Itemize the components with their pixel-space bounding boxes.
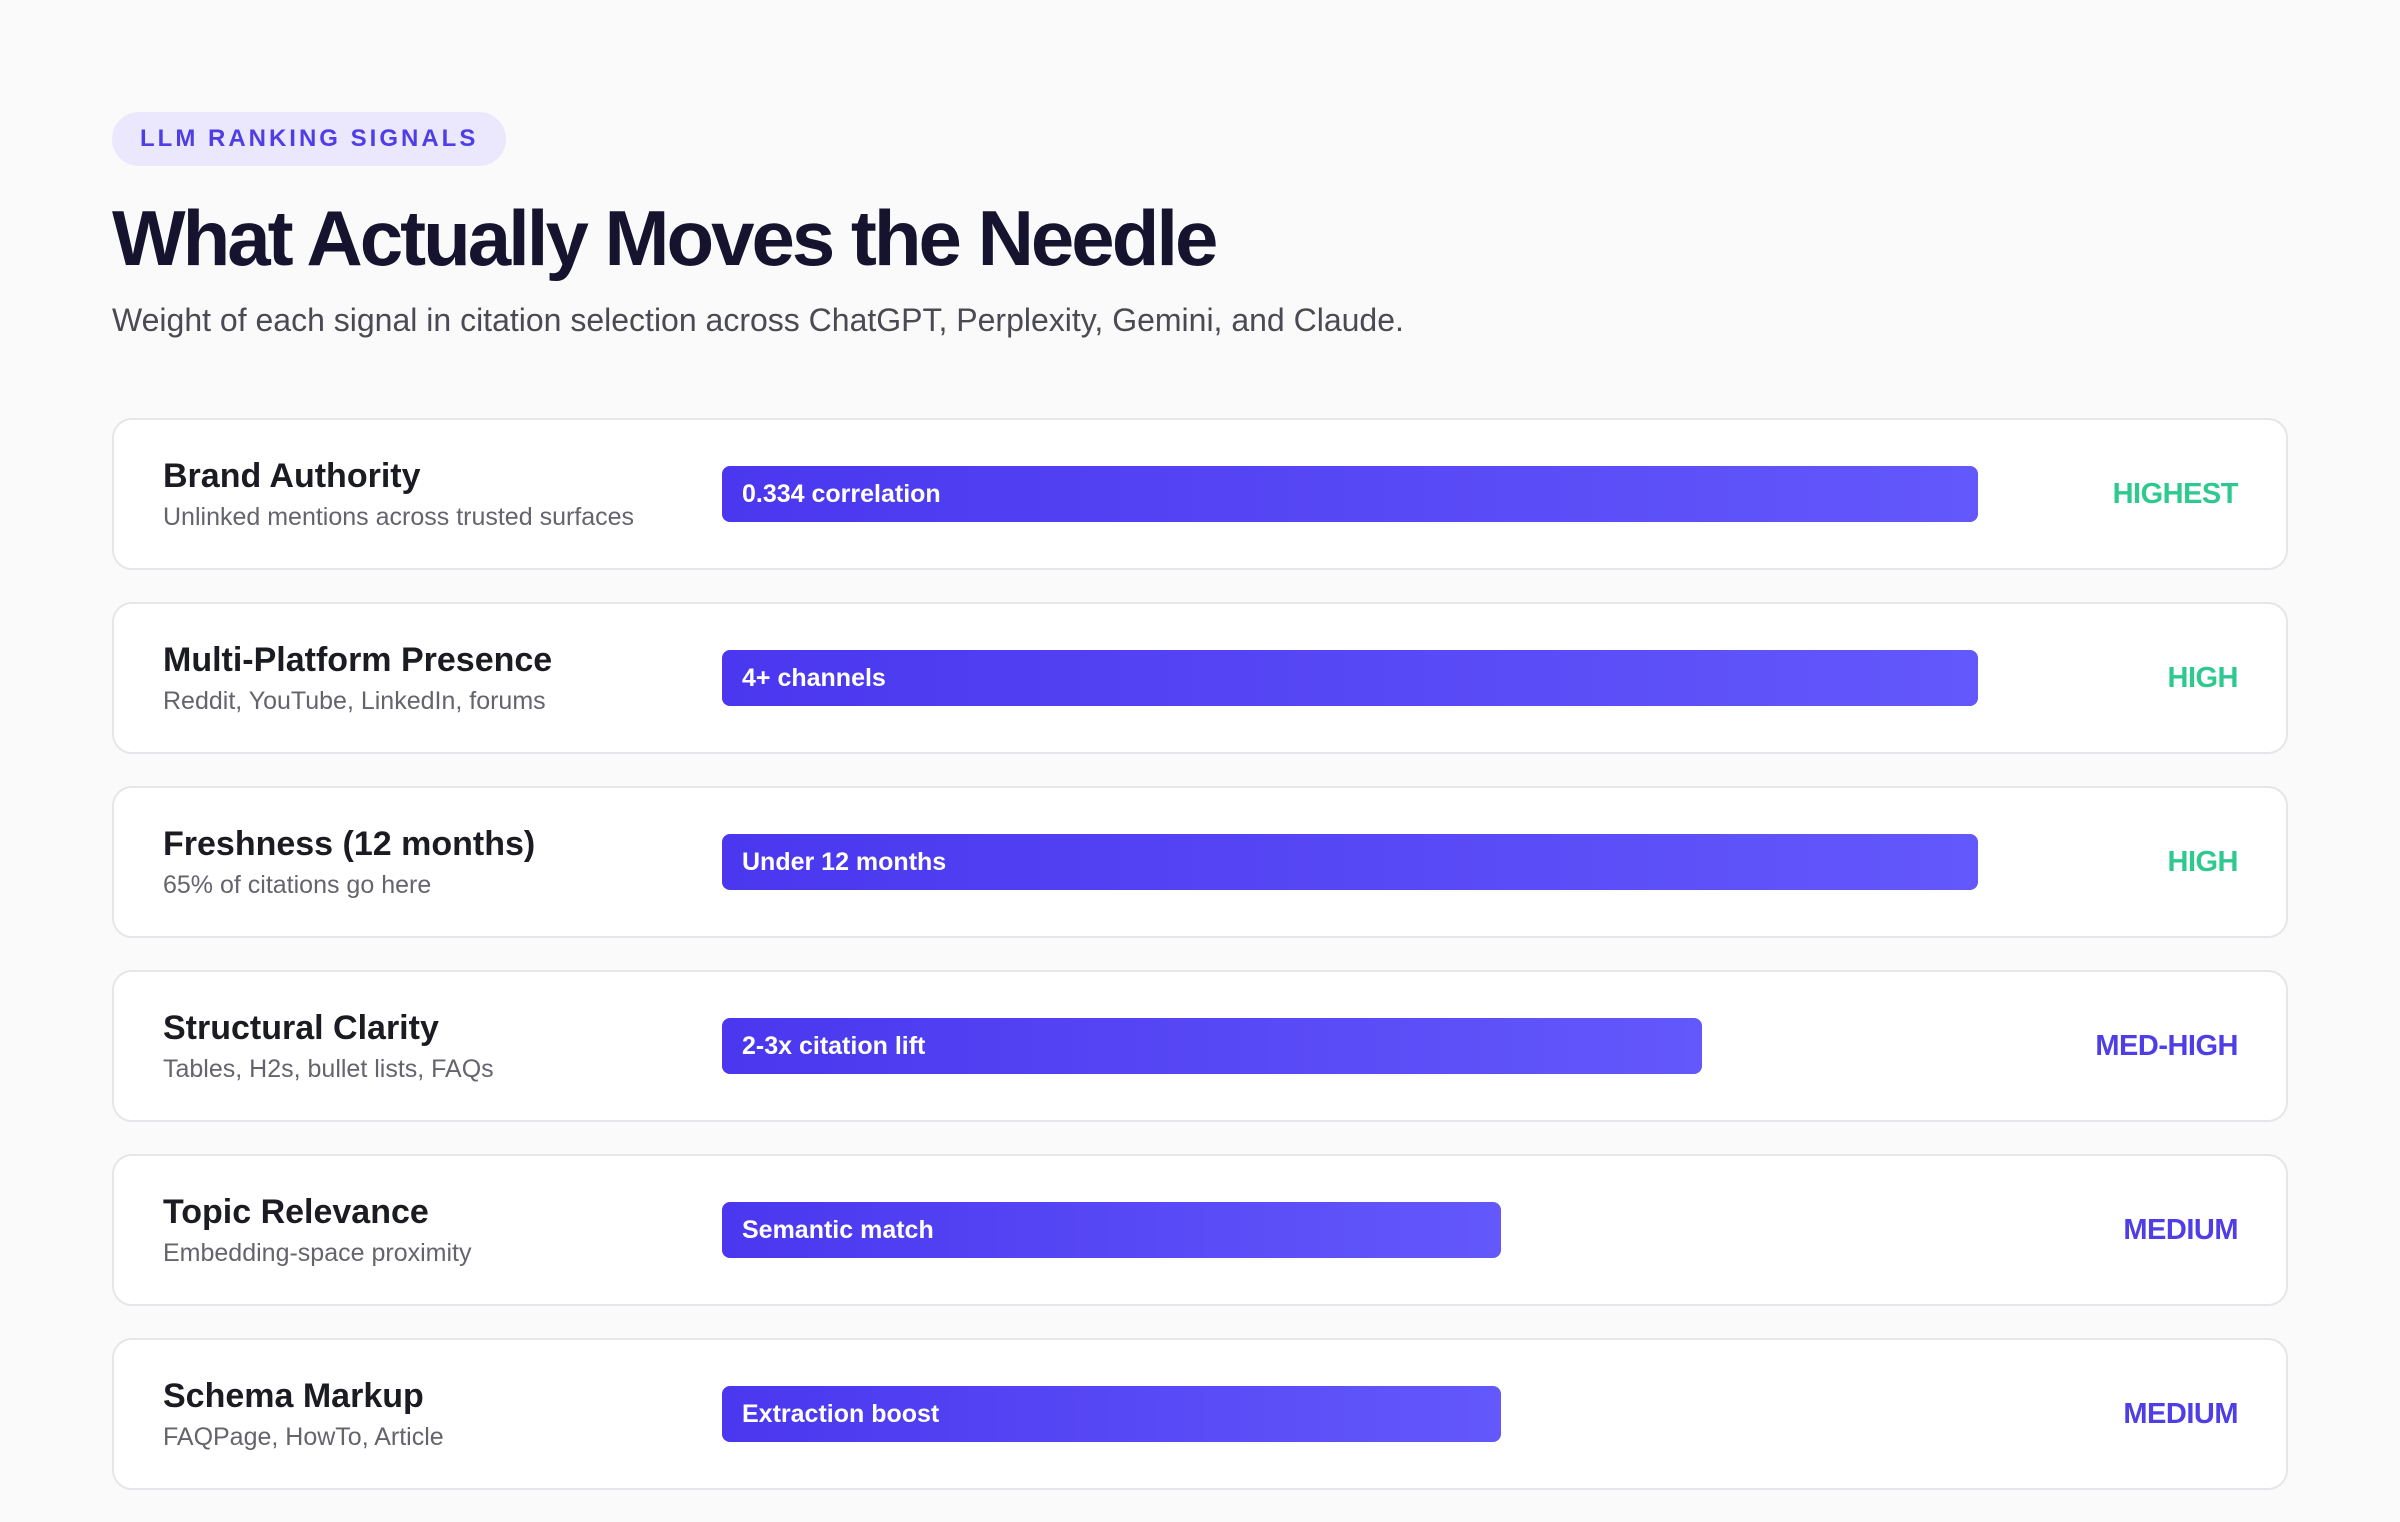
signal-row: Topic Relevance Embedding-space proximit… bbox=[112, 1154, 2288, 1306]
weight-tier: HIGH bbox=[2167, 846, 2239, 878]
signal-bar: Extraction boost bbox=[722, 1386, 1501, 1442]
signal-bar: Semantic match bbox=[722, 1202, 1501, 1258]
signal-bar: Under 12 months bbox=[722, 834, 1978, 890]
page-subtitle: Weight of each signal in citation select… bbox=[112, 302, 1404, 338]
bar-track: 2-3x citation lift bbox=[722, 1018, 1978, 1074]
page-title: What Actually Moves the Needle bbox=[112, 194, 1218, 282]
bar-track: Under 12 months bbox=[722, 834, 1978, 890]
signal-name: Freshness (12 months) bbox=[163, 825, 536, 863]
signal-row: Structural Clarity Tables, H2s, bullet l… bbox=[112, 970, 2288, 1122]
signal-row: Freshness (12 months) 65% of citations g… bbox=[112, 786, 2288, 938]
weight-tier: MED-HIGH bbox=[2095, 1030, 2238, 1062]
bar-track: Extraction boost bbox=[722, 1386, 1978, 1442]
signal-description: Tables, H2s, bullet lists, FAQs bbox=[163, 1055, 494, 1083]
signal-name: Brand Authority bbox=[163, 457, 421, 495]
signal-description: Unlinked mentions across trusted surface… bbox=[163, 503, 635, 531]
section-tag: LLM RANKING SIGNALS bbox=[112, 112, 507, 166]
signal-bar-chart: Brand Authority Unlinked mentions across… bbox=[112, 418, 2288, 1522]
signal-row: Schema Markup FAQPage, HowTo, Article Ex… bbox=[112, 1338, 2288, 1490]
weight-tier: HIGHEST bbox=[2112, 478, 2239, 510]
signal-description: FAQPage, HowTo, Article bbox=[163, 1423, 444, 1451]
signal-description: 65% of citations go here bbox=[163, 871, 432, 899]
bar-track: Semantic match bbox=[722, 1202, 1978, 1258]
signal-name: Structural Clarity bbox=[163, 1009, 439, 1047]
signal-bar: 0.334 correlation bbox=[722, 466, 1978, 522]
weight-tier: MEDIUM bbox=[2123, 1214, 2238, 1246]
weight-tier: MEDIUM bbox=[2123, 1398, 2238, 1430]
signal-bar: 4+ channels bbox=[722, 650, 1978, 706]
bar-track: 4+ channels bbox=[722, 650, 1978, 706]
signal-name: Topic Relevance bbox=[163, 1193, 429, 1231]
signal-description: Embedding-space proximity bbox=[163, 1239, 472, 1267]
signal-row: Multi-Platform Presence Reddit, YouTube,… bbox=[112, 602, 2288, 754]
signal-row: Brand Authority Unlinked mentions across… bbox=[112, 418, 2288, 570]
weight-tier: HIGH bbox=[2167, 662, 2239, 694]
signal-bar: 2-3x citation lift bbox=[722, 1018, 1702, 1074]
signal-name: Schema Markup bbox=[163, 1377, 424, 1415]
signal-description: Reddit, YouTube, LinkedIn, forums bbox=[163, 687, 546, 715]
signal-name: Multi-Platform Presence bbox=[163, 641, 553, 679]
bar-track: 0.334 correlation bbox=[722, 466, 1978, 522]
